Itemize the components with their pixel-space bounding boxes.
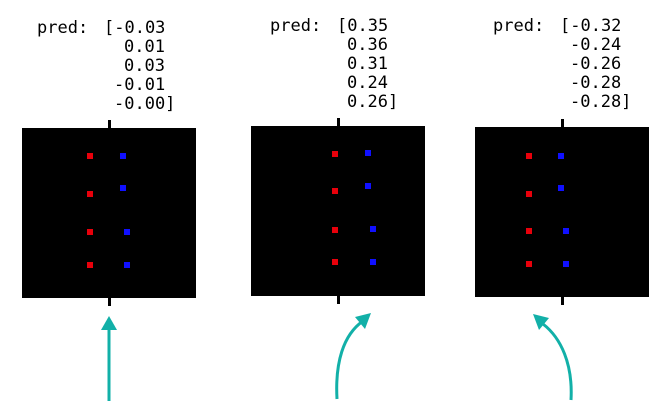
blue-dot [563,228,569,234]
red-dot [332,188,338,194]
panel-image-right [475,127,649,297]
pred-value-left-1: [-0.03 [104,18,166,38]
straight-up-arrow-icon [101,316,117,401]
red-dot [332,259,338,265]
red-dot [526,153,532,159]
pred-value-middle-1: [0.35 [337,16,389,36]
pred-value-middle-5: 0.26] [347,92,399,112]
pred-value-middle-4: 0.24 [347,73,388,93]
blue-dot [370,226,376,232]
pred-value-middle-3: 0.31 [347,54,388,74]
red-dot [332,151,338,157]
pred-label-right: pred: [493,16,545,36]
pred-value-left-5: -0.00] [114,94,176,114]
pred-value-right-2: -0.24 [570,35,622,55]
red-dot [87,262,93,268]
blue-dot [365,183,371,189]
tick-top-middle [337,118,340,127]
pred-value-middle-2: 0.36 [347,35,388,55]
blue-dot [120,153,126,159]
red-dot [526,228,532,234]
blue-dot [124,229,130,235]
red-dot [332,227,338,233]
tick-bottom-left [108,297,111,306]
blue-dot [563,261,569,267]
tick-top-right [561,119,564,128]
curved-left-arrow-icon [533,314,573,401]
pred-value-right-1: [-0.32 [560,16,622,36]
red-dot [87,153,93,159]
panel-image-middle [251,126,425,296]
curved-right-arrow-icon [335,313,371,400]
blue-dot [558,153,564,159]
pred-value-right-5: -0.28] [570,92,632,112]
pred-value-left-2: 0.01 [124,37,165,57]
red-dot [526,191,532,197]
red-dot [87,191,93,197]
blue-dot [120,185,126,191]
panel-image-left [22,128,196,298]
pred-label-middle: pred: [270,16,322,36]
tick-top-left [108,120,111,129]
pred-value-right-3: -0.26 [570,54,622,74]
red-dot [87,229,93,235]
pred-value-left-3: 0.03 [124,56,165,76]
tick-bottom-middle [337,295,340,304]
blue-dot [558,185,564,191]
blue-dot [365,150,371,156]
pred-label-left: pred: [37,18,89,38]
pred-value-right-4: -0.28 [570,73,622,93]
red-dot [526,261,532,267]
blue-dot [124,262,130,268]
blue-dot [370,259,376,265]
tick-bottom-right [561,296,564,305]
pred-value-left-4: -0.01 [114,75,166,95]
